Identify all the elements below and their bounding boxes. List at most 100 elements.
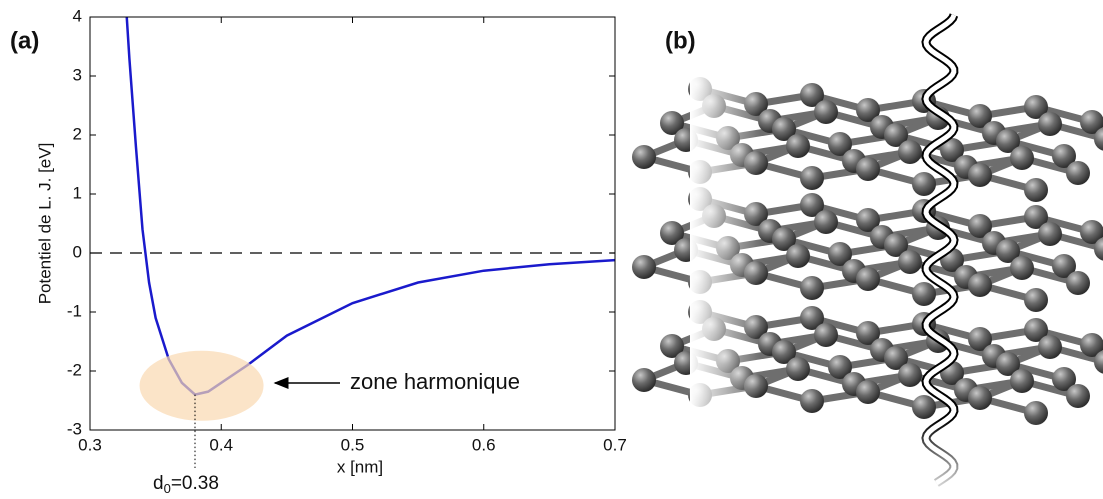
atom	[786, 357, 810, 381]
atom	[632, 255, 656, 279]
plot: 0.3 0.4 0.5 0.6 0.7 -3 -2 -1 0 1 2 3 4 x [nm] Potentie…	[35, 6, 626, 496]
atom	[1052, 367, 1076, 391]
atom	[772, 227, 796, 251]
atom	[856, 208, 880, 232]
atom	[1094, 350, 1103, 374]
atom	[786, 134, 810, 158]
atom	[800, 83, 824, 107]
y-tick-label: -3	[67, 419, 82, 438]
atom	[772, 340, 796, 364]
x-tick-label: 0.3	[78, 435, 102, 454]
atom	[968, 104, 992, 128]
x-tick-label: 0.4	[209, 435, 233, 454]
atom	[660, 111, 684, 135]
atom	[1024, 178, 1048, 202]
d0-label-part: 0	[164, 481, 171, 496]
panel-label: (b)	[665, 27, 696, 54]
atom	[1094, 237, 1103, 261]
d0-label-part: d	[153, 473, 164, 494]
atom	[1066, 161, 1090, 185]
atom	[968, 327, 992, 351]
y-tick-label: 4	[73, 6, 82, 25]
atom	[940, 138, 964, 162]
atom	[898, 363, 922, 387]
d0-label: d0=0.38	[153, 473, 219, 496]
line-series	[125, 16, 616, 396]
atom	[884, 346, 908, 370]
atom	[968, 214, 992, 238]
atom	[814, 210, 838, 234]
atom	[1024, 401, 1048, 425]
atom	[1024, 288, 1048, 312]
atom	[912, 282, 936, 306]
atom	[660, 221, 684, 245]
atom	[912, 395, 936, 419]
atom	[1038, 222, 1062, 246]
atom	[856, 380, 880, 404]
atom	[898, 140, 922, 164]
atom	[1066, 384, 1090, 408]
atom	[898, 250, 922, 274]
atom	[856, 98, 880, 122]
atom	[968, 386, 992, 410]
atom	[1080, 110, 1103, 134]
atom	[912, 172, 936, 196]
atom	[856, 321, 880, 345]
harmonic-zone	[139, 350, 264, 421]
atom	[1052, 254, 1076, 278]
atom	[800, 276, 824, 300]
atom	[968, 163, 992, 187]
atom	[856, 267, 880, 291]
atom	[1024, 95, 1048, 119]
atom	[968, 273, 992, 297]
x-tick-label: 0.6	[472, 435, 496, 454]
y-axis-label: Potentiel de L. J. [eV]	[35, 143, 54, 305]
y-tick-label: -1	[67, 301, 82, 320]
y-tick-label: 1	[73, 183, 82, 202]
fade	[690, 420, 1103, 499]
fade	[690, 60, 760, 450]
atom	[632, 145, 656, 169]
atom	[996, 352, 1020, 376]
atom	[1080, 333, 1103, 357]
atom	[856, 157, 880, 181]
atom	[1024, 205, 1048, 229]
atom	[1094, 127, 1103, 151]
atom	[1038, 112, 1062, 136]
y-tick-label: 3	[73, 65, 82, 84]
helix	[923, 14, 957, 486]
panel-label: (a)	[10, 27, 39, 54]
atom	[1052, 144, 1076, 168]
atom	[814, 100, 838, 124]
atom	[772, 117, 796, 141]
d0-label-part: =0.38	[171, 473, 219, 494]
atom	[1010, 369, 1034, 393]
graphene-illustration	[632, 13, 1103, 499]
atom	[800, 193, 824, 217]
atom	[632, 368, 656, 392]
x-tick-label: 0.7	[603, 435, 627, 454]
atom	[828, 355, 852, 379]
x-axis-label: x [nm]	[337, 457, 383, 476]
atom	[660, 334, 684, 358]
atom	[1024, 318, 1048, 342]
y-tick-label: 0	[73, 242, 82, 261]
atom	[786, 244, 810, 268]
atom	[828, 242, 852, 266]
atom	[1038, 335, 1062, 359]
atom	[828, 132, 852, 156]
atom	[814, 323, 838, 347]
y-tick-label: 2	[73, 124, 82, 143]
atom	[800, 306, 824, 330]
y-tick-label: -2	[67, 360, 82, 379]
atom	[996, 239, 1020, 263]
atom	[800, 166, 824, 190]
atom	[1066, 271, 1090, 295]
atom	[884, 233, 908, 257]
atom	[1080, 220, 1103, 244]
atom	[1010, 256, 1034, 280]
x-tick-label: 0.5	[341, 435, 365, 454]
atom	[800, 389, 824, 413]
annotation: zone harmonique	[350, 369, 520, 394]
